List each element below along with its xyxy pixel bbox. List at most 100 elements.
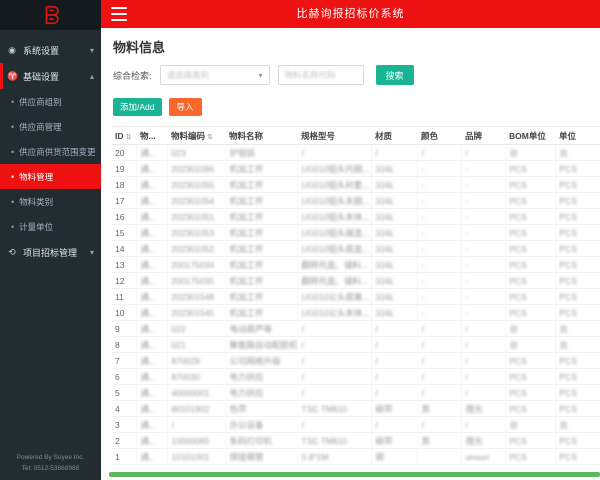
table-row[interactable]: 13 通.. 200175034 机加工件 翻转托盘、储料... 316L - - PCS PCS bbox=[111, 256, 600, 273]
column-header-material: 材质 bbox=[371, 126, 417, 145]
column-header-id[interactable]: ID ⇅ bbox=[111, 126, 136, 145]
cell: 条码打印机 bbox=[225, 432, 298, 449]
table-row[interactable]: 6 通.. 870030 电力供应 / / / / PCS PCS bbox=[111, 368, 600, 385]
add-button[interactable]: 添加/Add bbox=[113, 98, 162, 116]
cell: PCS bbox=[505, 224, 556, 241]
sort-icon[interactable]: ⇅ bbox=[125, 133, 132, 141]
sort-icon[interactable]: ⇅ bbox=[207, 133, 213, 141]
cell-id: 3 bbox=[111, 416, 137, 433]
app-title: 比赫询报招标价系统 bbox=[296, 8, 405, 20]
cell: / bbox=[461, 384, 506, 401]
column-header-code[interactable]: 物料编码 ⇅ bbox=[167, 126, 225, 145]
page-title: 物料信息 bbox=[113, 40, 166, 55]
cell-id: 2 bbox=[111, 432, 137, 449]
search-label: 综合检索: bbox=[113, 70, 152, 81]
cell: PCS bbox=[555, 352, 600, 369]
cell: 黑 bbox=[417, 400, 462, 417]
sidebar-item-material-management[interactable]: • 物料管理 bbox=[0, 164, 101, 189]
sidebar-item-label: 供应商管理 bbox=[19, 121, 62, 132]
table-row[interactable]: 17 通.. 202301054 机加工件 UG010铝头末圈... 316L - - PCS P… bbox=[111, 192, 600, 209]
cell-id: 12 bbox=[111, 272, 137, 289]
cell: / bbox=[461, 336, 506, 353]
cell: / bbox=[371, 352, 418, 369]
cell: PCS bbox=[505, 352, 556, 369]
cell: / bbox=[461, 416, 506, 433]
table-row[interactable]: 4 通.. 80101902 色带 TSC TM610 碳带黑理光 PCS PCS bbox=[111, 400, 600, 417]
cell: PCS bbox=[505, 160, 556, 177]
cell: 通.. bbox=[136, 352, 168, 369]
table-row[interactable]: 1 通.. 10101001 焊接钢管 0.8*1M 钢 unoun PCS PCS bbox=[111, 448, 600, 465]
cell: - bbox=[461, 176, 506, 193]
column-header-category: 物... bbox=[136, 126, 167, 145]
sidebar-item-supplier-group[interactable]: • 供应商组别 bbox=[0, 89, 101, 114]
cell: 通.. bbox=[136, 208, 168, 225]
table-row[interactable]: 7 通.. 870029 公司网络升级 / / / / PCS PCS bbox=[111, 352, 600, 369]
cell: UG010铝头底盖... bbox=[297, 240, 372, 257]
table-row[interactable]: 16 通.. 202301051 机加工件 UG010铝头本体... 316L - - PCS P… bbox=[111, 208, 600, 225]
cell: 翻转托盘、储料... bbox=[297, 272, 372, 289]
cell: 316L bbox=[371, 192, 418, 209]
cell: 通.. bbox=[136, 144, 168, 161]
material-table: ID ⇅ 物... 物料编码 ⇅ 物料名称 规格型号 材质 颜色 品牌 BOM单位 … bbox=[111, 126, 600, 465]
hamburger-menu-icon[interactable] bbox=[111, 7, 127, 21]
cell-id: 10 bbox=[111, 304, 137, 321]
table-row[interactable]: 5 通.. 40000001 电力供应 / / / / PCS PCS bbox=[111, 384, 600, 401]
table-row[interactable]: 2 通.. 10000065 条码打印机 TSC TM610 碳带黑理光 PCS PCS bbox=[111, 432, 600, 449]
sidebar-item-project-bidding[interactable]: ⟲ 项目招标管理 ▾ bbox=[0, 239, 101, 265]
cell: PCS bbox=[555, 432, 600, 449]
cell: PCS bbox=[505, 208, 556, 225]
table-row[interactable]: 19 通.. 202301096 机加工件 UG010铝头内圈... 316L - - PCS P… bbox=[111, 160, 600, 177]
category-select[interactable]: 请选择类别 ▾ bbox=[159, 65, 270, 85]
table-row[interactable]: 11 通.. 202301548 机加工件 UG010公头底塞... 316L - - PCS P… bbox=[111, 288, 600, 305]
cell: 机加工件 bbox=[225, 288, 298, 305]
cell: / bbox=[461, 352, 506, 369]
horizontal-scrollbar-thumb[interactable] bbox=[109, 472, 600, 477]
cell: - bbox=[417, 256, 462, 273]
table-row[interactable]: 20 通.. 023 炉钳损 / / / / 台台 bbox=[111, 144, 600, 161]
sidebar-item-system-settings[interactable]: ◉ 系统设置 ▾ bbox=[0, 37, 101, 63]
cell: / bbox=[297, 144, 372, 161]
cell: UG010公头本体... bbox=[297, 304, 372, 321]
sidebar-item-measure-unit[interactable]: • 计量单位 bbox=[0, 214, 101, 239]
search-button[interactable]: 搜索 bbox=[375, 65, 414, 85]
cell: PCS bbox=[555, 288, 600, 305]
sidebar-footer: Powered By Suyee Inc. Tel: 0512-53868988 bbox=[0, 453, 101, 474]
cell: / bbox=[371, 336, 418, 353]
cell: / bbox=[417, 144, 462, 161]
cell: PCS bbox=[555, 304, 600, 321]
import-button[interactable]: 导入 bbox=[168, 98, 202, 116]
cell: 通.. bbox=[136, 448, 168, 465]
cell: PCS bbox=[555, 192, 600, 209]
sidebar-item-supply-scope-change-log[interactable]: • 供应商供货范围变更记录 bbox=[0, 139, 101, 164]
cell: 通.. bbox=[136, 288, 168, 305]
table-row[interactable]: 14 通.. 202301052 机加工件 UG010铝头底盖... 316L - - PCS P… bbox=[111, 240, 600, 257]
cell: PCS bbox=[555, 176, 600, 193]
sidebar-item-supplier-management[interactable]: • 供应商管理 bbox=[0, 114, 101, 139]
cell: 通.. bbox=[136, 432, 168, 449]
table-row[interactable]: 12 通.. 200175035 机加工件 翻转托盘、储料... 316L - - PCS PCS bbox=[111, 272, 600, 289]
cell: PCS bbox=[505, 448, 556, 465]
table-row[interactable]: 10 通.. 202301545 机加工件 UG010公头本体... 316L - - PCS P… bbox=[111, 304, 600, 321]
cell: / bbox=[371, 320, 418, 337]
cell: / bbox=[417, 336, 462, 353]
cell: - bbox=[461, 272, 506, 289]
cell: 023 bbox=[167, 144, 226, 161]
table-row[interactable]: 18 通.. 202301055 机加工件 UG010铝头衬套... 316L - - PCS P… bbox=[111, 176, 600, 193]
keyword-input-placeholder: 物料名称代码 bbox=[284, 70, 336, 80]
table-row[interactable]: 9 通.. 022 电动葫芦等 / / / / 台台 bbox=[111, 320, 600, 337]
cell: 316L bbox=[371, 288, 418, 305]
column-header-unit: 单位 bbox=[555, 126, 600, 145]
chevron-up-icon: ▴ bbox=[89, 71, 94, 81]
sidebar-item-material-category[interactable]: • 物料类别 bbox=[0, 189, 101, 214]
table-row[interactable]: 3 通.. / 办公设备 / / / / 台台 bbox=[111, 416, 600, 433]
cell: 台 bbox=[505, 416, 556, 433]
bullet-icon: • bbox=[11, 146, 15, 157]
sidebar-item-basic-settings[interactable]: ♈ 基础设置 ▴ bbox=[0, 63, 101, 89]
table-row[interactable]: 15 通.. 202301053 机加工件 UG010铝头端盖... 316L - - PCS P… bbox=[111, 224, 600, 241]
table-row[interactable]: 8 通.. 021 聚氨酯自动配胶机 / / / / 台台 bbox=[111, 336, 600, 353]
sidebar-item-label: 计量单位 bbox=[19, 221, 54, 232]
keyword-input[interactable]: 物料名称代码 bbox=[277, 65, 364, 85]
logo[interactable] bbox=[0, 0, 101, 30]
cell: 机加工件 bbox=[225, 160, 298, 177]
cell: 机加工件 bbox=[225, 240, 298, 257]
